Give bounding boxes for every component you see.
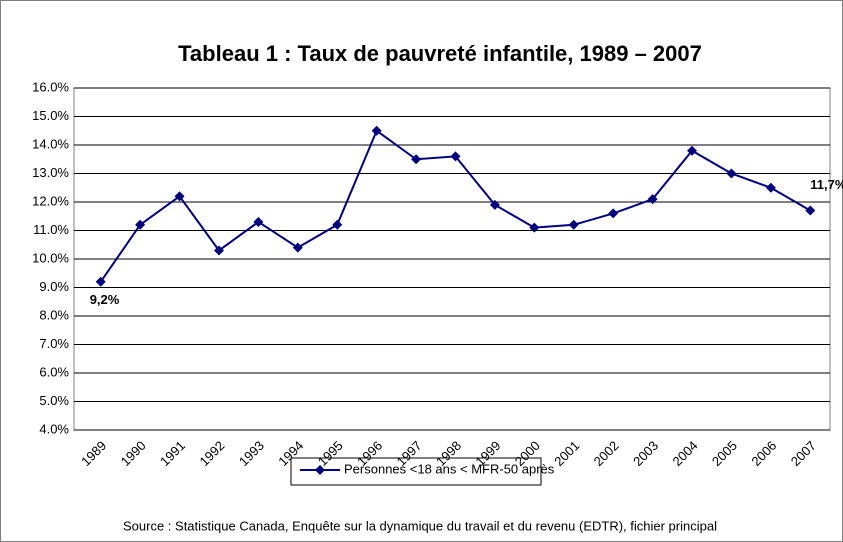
point-marker (411, 154, 422, 165)
y-tick-label: 9.0% (39, 279, 69, 294)
point-marker (213, 245, 224, 256)
point-marker (174, 191, 185, 202)
point-marker (805, 205, 816, 216)
point-marker (253, 216, 264, 227)
y-tick-label: 12.0% (32, 193, 69, 208)
point-marker (726, 168, 737, 179)
point-marker (608, 208, 619, 219)
y-tick-label: 15.0% (32, 108, 69, 123)
y-tick-label: 5.0% (39, 393, 69, 408)
point-marker (568, 219, 579, 230)
y-tick-label: 14.0% (32, 136, 69, 151)
data-label: 9,2% (90, 292, 120, 307)
chart-title: Tableau 1 : Taux de pauvreté infantile, … (178, 41, 702, 66)
y-tick-label: 16.0% (32, 79, 69, 94)
point-marker (332, 219, 343, 230)
y-tick-label: 10.0% (32, 250, 69, 265)
y-tick-label: 6.0% (39, 364, 69, 379)
point-marker (529, 222, 540, 233)
point-marker (765, 182, 776, 193)
legend-box (290, 457, 542, 486)
point-marker (292, 242, 303, 253)
legend-marker (315, 465, 325, 475)
point-marker (687, 145, 698, 156)
data-label: 11,7% (810, 177, 843, 192)
point-marker (489, 199, 500, 210)
point-marker (371, 125, 382, 136)
y-tick-label: 13.0% (32, 165, 69, 180)
point-marker (135, 219, 146, 230)
point-marker (95, 276, 106, 287)
y-tick-label: 11.0% (33, 222, 69, 237)
y-tick-label: 8.0% (39, 307, 69, 322)
legend-label: Personnes <18 ans < MFR-50 après (344, 461, 555, 476)
y-tick-label: 4.0% (39, 421, 69, 436)
point-marker (450, 151, 461, 162)
y-tick-label: 7.0% (39, 336, 69, 351)
source-note: Source : Statistique Canada, Enquête sur… (123, 518, 717, 533)
point-marker (647, 194, 658, 205)
